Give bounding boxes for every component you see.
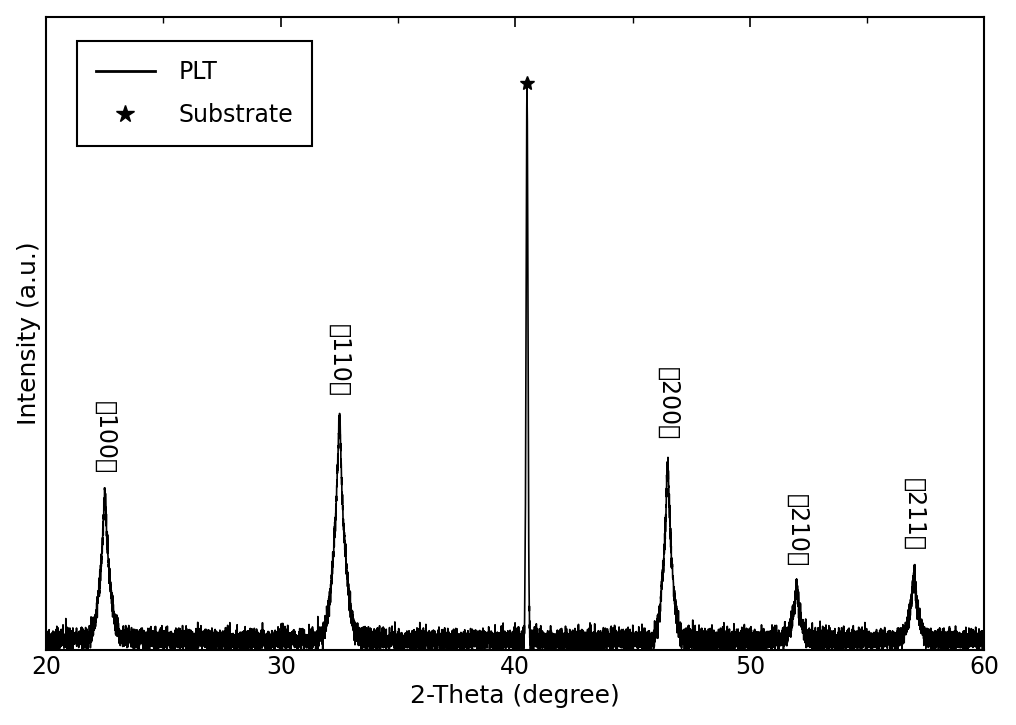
Y-axis label: Intensity (a.u.): Intensity (a.u.) <box>16 241 41 425</box>
X-axis label: 2-Theta (degree): 2-Theta (degree) <box>410 684 620 708</box>
Legend: PLT, Substrate: PLT, Substrate <box>77 41 312 146</box>
Text: 〈211〉: 〈211〉 <box>902 478 926 551</box>
Text: 〈200〉: 〈200〉 <box>655 368 680 441</box>
Text: 〈100〉: 〈100〉 <box>92 401 117 473</box>
Text: 〈210〉: 〈210〉 <box>784 494 809 568</box>
Text: 〈110〉: 〈110〉 <box>327 323 352 397</box>
